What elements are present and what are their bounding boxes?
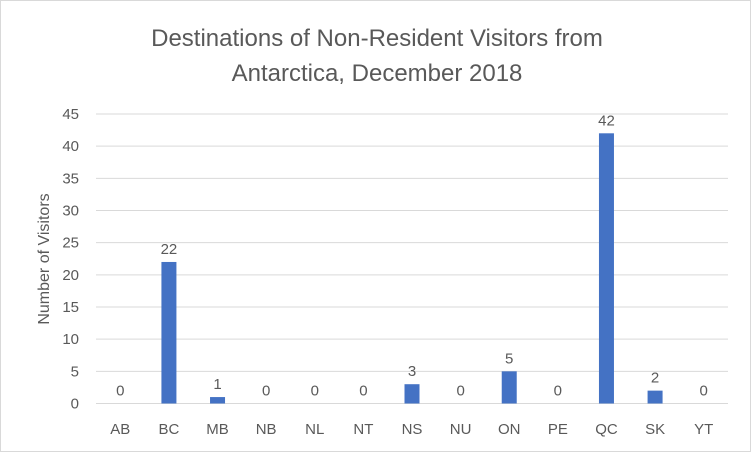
data-label-ns: 3 <box>408 363 416 380</box>
x-tick-label: AB <box>110 421 130 438</box>
data-label-ab: 0 <box>116 383 124 400</box>
y-tick-labels: 0 5 10 15 20 25 30 35 40 45 <box>62 106 79 413</box>
data-label-nt: 0 <box>359 383 367 400</box>
data-label-bc: 22 <box>161 241 178 258</box>
y-tick-label: 45 <box>62 106 79 123</box>
y-tick-label: 35 <box>62 170 79 187</box>
gridlines <box>96 113 728 404</box>
x-tick-label: YT <box>694 421 713 438</box>
bar-bc <box>161 261 177 404</box>
y-tick-label: 10 <box>62 331 79 348</box>
data-label-mb: 1 <box>213 376 221 393</box>
x-tick-label: SK <box>645 421 665 438</box>
x-tick-label: NU <box>450 421 472 438</box>
x-tick-label: NL <box>305 421 324 438</box>
bars <box>161 133 663 404</box>
data-label-nl: 0 <box>311 383 319 400</box>
x-tick-label: NS <box>402 421 423 438</box>
x-tick-label: QC <box>595 421 618 438</box>
y-tick-label: 15 <box>62 299 79 316</box>
x-tick-label: MB <box>206 421 229 438</box>
bar-ns <box>404 384 420 404</box>
bar-mb <box>210 397 226 404</box>
x-tick-label: NB <box>256 421 277 438</box>
x-tick-label: BC <box>159 421 180 438</box>
data-label-yt: 0 <box>700 383 708 400</box>
x-tick-label: ON <box>498 421 521 438</box>
y-tick-label: 25 <box>62 235 79 252</box>
bar-sk <box>647 390 663 404</box>
data-label-nb: 0 <box>262 383 270 400</box>
x-tick-label: NT <box>353 421 373 438</box>
y-axis-label: Number of Visitors <box>36 193 53 324</box>
x-tick-label: PE <box>548 421 568 438</box>
chart-title-line-1: Destinations of Non-Resident Visitors fr… <box>151 25 603 52</box>
y-tick-label: 20 <box>62 267 79 284</box>
data-label-on: 5 <box>505 350 513 367</box>
y-tick-label: 40 <box>62 138 79 155</box>
data-label-qc: 42 <box>598 112 615 129</box>
chart-title-line-2: Antarctica, December 2018 <box>232 60 523 87</box>
y-tick-label: 30 <box>62 203 79 220</box>
y-tick-label: 5 <box>71 363 79 380</box>
data-label-sk: 2 <box>651 370 659 387</box>
data-label-nu: 0 <box>456 383 464 400</box>
x-tick-labels: AB BC MB NB NL NT NS NU ON PE QC SK YT <box>110 421 713 438</box>
bar-qc <box>598 133 614 404</box>
data-labels: 0 22 1 0 0 0 3 0 5 0 42 2 0 <box>116 112 708 399</box>
bar-on <box>501 371 517 404</box>
data-label-pe: 0 <box>554 383 562 400</box>
y-tick-label: 0 <box>71 396 79 413</box>
